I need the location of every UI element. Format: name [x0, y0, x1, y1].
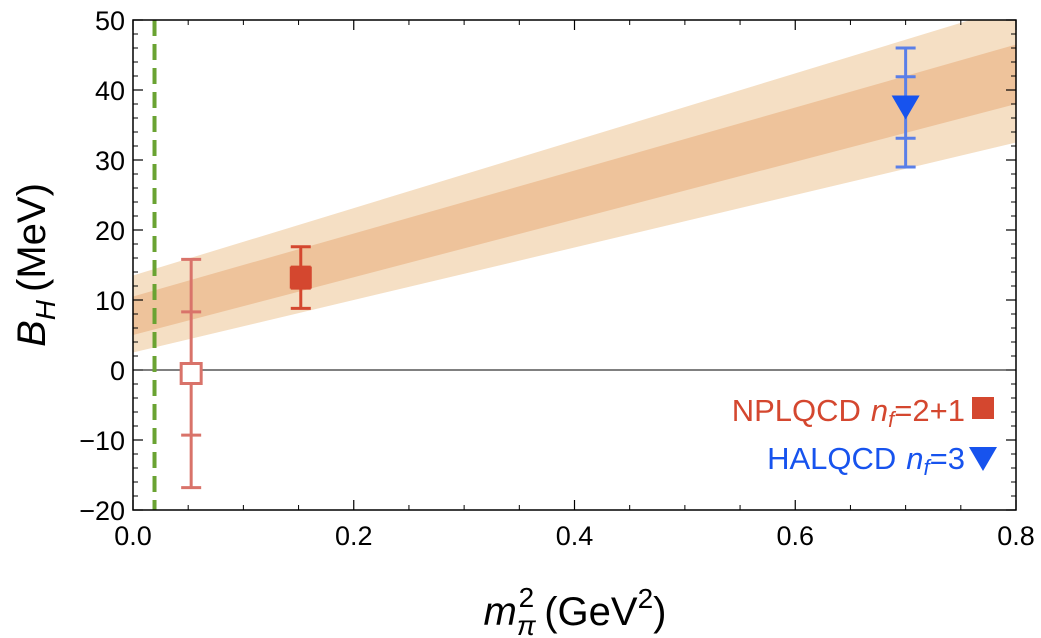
- y-axis-label: BH(MeV): [10, 183, 61, 347]
- legend-entry-halqcd: HALQCD nf=3: [767, 441, 965, 480]
- band-inner: [133, 44, 1016, 335]
- axis-ticks: [132, 19, 1017, 511]
- marker-square-open: [179, 362, 203, 385]
- y-tick-label: −10: [79, 426, 125, 456]
- marker-square: [289, 266, 312, 289]
- y-tick-label: 40: [95, 76, 125, 106]
- data-point-halqcd: [891, 46, 920, 169]
- legend-entry-nplqcd: NPLQCD nf=2+1: [732, 393, 965, 432]
- x-tick-label: 0.2: [335, 521, 373, 551]
- y-tick-label: 30: [95, 146, 125, 176]
- x-tick-label: 0.8: [997, 521, 1035, 551]
- y-tick-label: 10: [95, 286, 125, 316]
- data-point-nplqcd: [179, 257, 203, 490]
- y-tick-label: −20: [79, 496, 125, 526]
- y-tick-label: 20: [95, 216, 125, 246]
- x-tick-label: 0.4: [556, 521, 594, 551]
- data-points: [179, 46, 920, 490]
- y-tick-label: 50: [95, 6, 125, 36]
- legend-square-marker: [972, 397, 994, 419]
- x-axis-label: mπ2 (GeV2): [484, 582, 667, 638]
- legend-triangle-marker: [969, 447, 997, 471]
- legend: NPLQCD nf=2+1 HALQCD nf=3: [732, 393, 997, 480]
- marker-triangle: [891, 95, 920, 120]
- x-tick-label: 0.6: [776, 521, 814, 551]
- confidence-bands: [133, 20, 1016, 353]
- axis-tick-labels: 0.0 0.2 0.4 0.6 0.8 −20 −10 0 10 20 30 40 50: [79, 6, 1035, 551]
- y-tick-label: 0: [110, 356, 125, 386]
- data-point-nplqcd: [289, 245, 312, 310]
- x-tick-label: 0.0: [114, 521, 152, 551]
